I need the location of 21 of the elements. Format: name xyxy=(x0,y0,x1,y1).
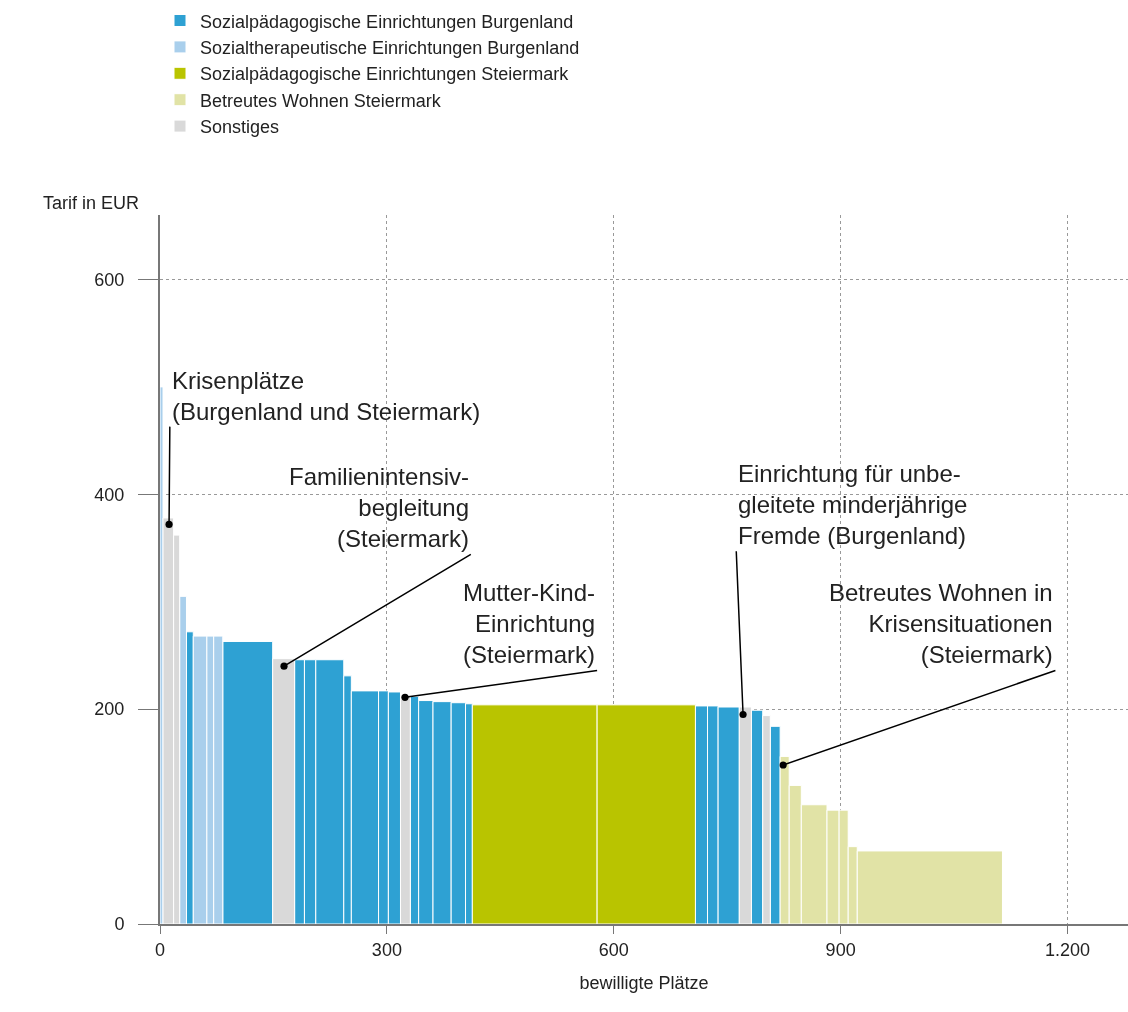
x-tick-label: 0 xyxy=(154,939,166,960)
annotation: Familienintensiv- begleitung (Steiermark) xyxy=(289,463,470,553)
annotation: Mutter-Kind- Einrichtung (Steiermark) xyxy=(463,579,596,669)
legend-label: Sozialpädagogische Einrichtungen Steiermark xyxy=(200,64,570,85)
y-tick-label: 200 xyxy=(94,699,125,720)
legend-label: Betreutes Wohnen Steiermark xyxy=(200,90,442,111)
annotation: Einrichtung für unbe- gleitete minderjährige Fremde (Burgenland) xyxy=(738,460,968,550)
y-tick-label: 0 xyxy=(114,914,125,935)
x-tick-label: 300 xyxy=(371,939,402,960)
x-axis-title: bewilligte Plätze xyxy=(579,973,709,993)
x-tick-label: 1.200 xyxy=(1044,939,1091,960)
legend-label: Sonstiges xyxy=(200,117,280,138)
y-axis-title: Tarif in EUR xyxy=(43,193,140,213)
legend-label: Sozialpädagogische Einrichtungen Burgenland xyxy=(200,11,574,32)
x-tick-label: 600 xyxy=(598,939,629,960)
y-tick-label: 600 xyxy=(94,269,125,290)
x-tick-label: 900 xyxy=(825,939,856,960)
legend-label: Sozialtherapeutische Einrichtungen Burgenland xyxy=(200,37,580,58)
annotation: Betreutes Wohnen in Krisensituationen (Steiermark) xyxy=(829,579,1053,669)
annotation: Krisenplätze (Burgenland und Steiermark) xyxy=(172,367,481,426)
y-tick-label: 400 xyxy=(94,484,125,505)
